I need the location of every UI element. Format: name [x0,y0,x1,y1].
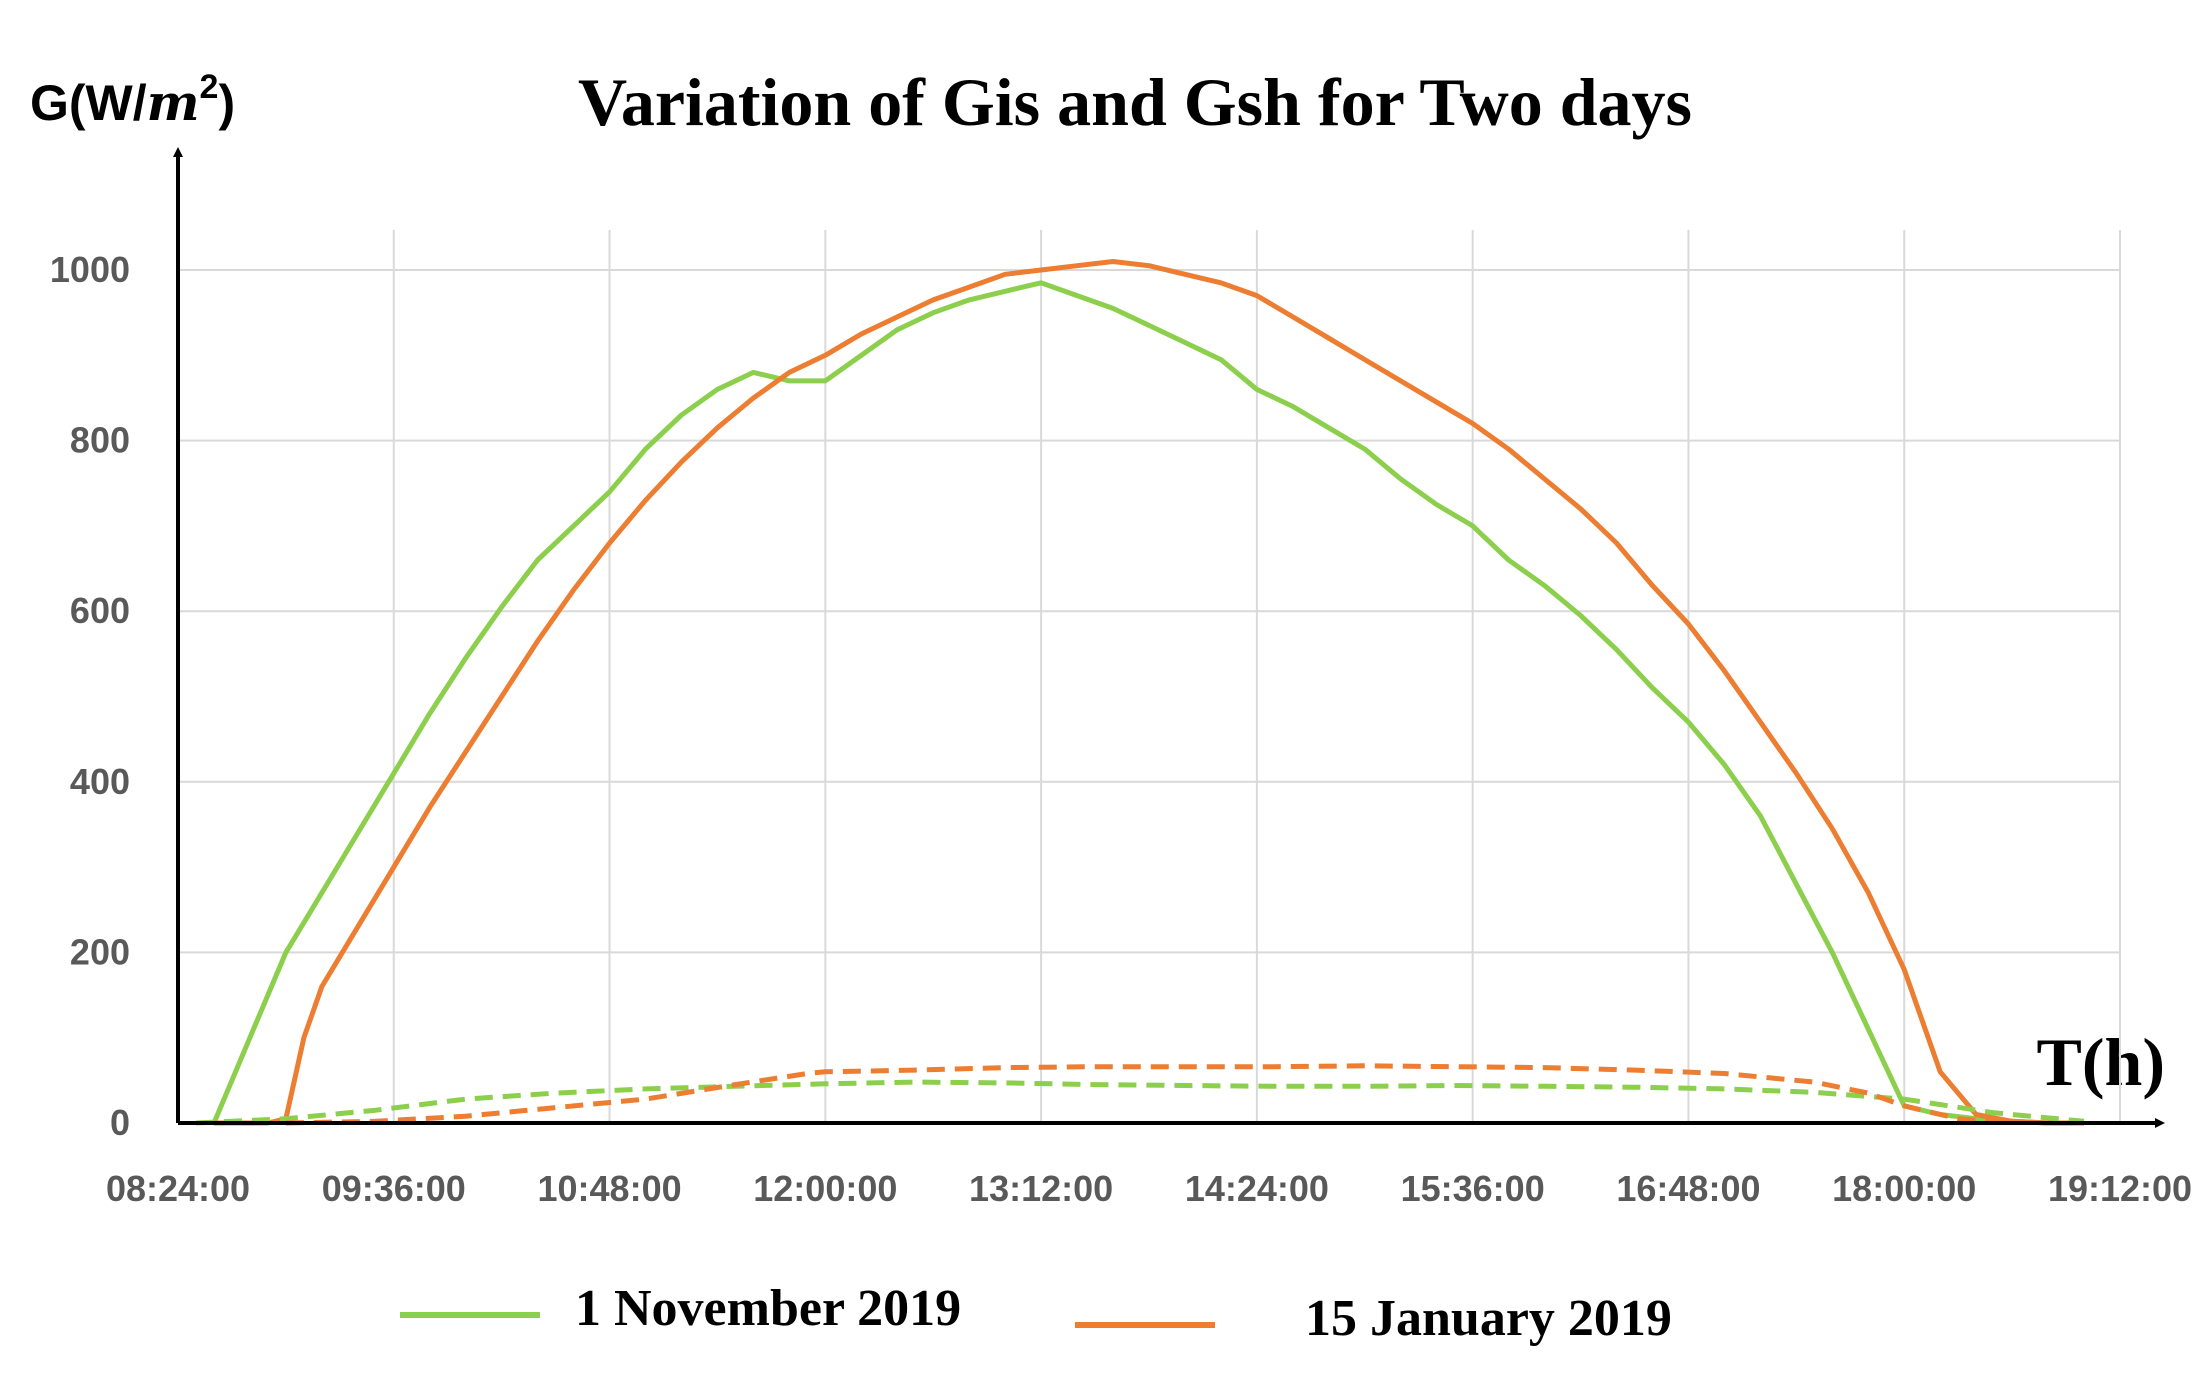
y-axis-label-close: ) [218,75,235,131]
series-line-3 [285,1063,2013,1126]
y-tick-label: 800 [70,420,130,461]
series-group [195,259,2085,1126]
y-tick-label: 1000 [50,249,130,290]
x-tick-label: 08:24:00 [106,1168,250,1209]
legend: 1 November 2019 15 January 2019 [400,1280,1672,1347]
grid [178,230,2121,1123]
y-tick-label: 400 [70,761,130,802]
x-axis-label: T(h) [2037,1024,2165,1100]
x-tick-label: 16:48:00 [1616,1168,1760,1209]
x-tick-label: 13:12:00 [969,1168,1113,1209]
x-tick-label: 19:12:00 [2048,1168,2192,1209]
legend-label-nov: 1 November 2019 [575,1280,961,1337]
legend-label-jan: 15 January 2019 [1305,1290,1672,1347]
y-tick-label: 600 [70,590,130,631]
y-axis-label-unit: m [147,73,200,132]
series-line-2 [195,1079,2085,1126]
series-line-0 [211,280,2049,1126]
series-line-1 [214,259,2084,1126]
x-tick-label: 18:00:00 [1832,1168,1976,1209]
x-tick-label: 10:48:00 [538,1168,682,1209]
y-tick-label: 200 [70,931,130,972]
chart-title: Variation of Gis and Gsh for Two days [578,64,1692,140]
x-tick-label: 09:36:00 [322,1168,466,1209]
y-axis-label: G(W/m2) [30,68,235,132]
x-tick-label: 14:24:00 [1185,1168,1329,1209]
x-tick-label: 15:36:00 [1401,1168,1545,1209]
y-axis-label-exponent: 2 [200,68,219,106]
x-ticks: 08:24:00 09:36:00 10:48:00 12:00:00 13:12:00… [106,1168,2192,1209]
y-ticks: 0 200 400 600 800 1000 [50,249,130,1143]
y-axis-label-base: G(W/ [30,75,147,131]
x-tick-label: 12:00:00 [753,1168,897,1209]
y-tick-label: 0 [110,1102,130,1143]
